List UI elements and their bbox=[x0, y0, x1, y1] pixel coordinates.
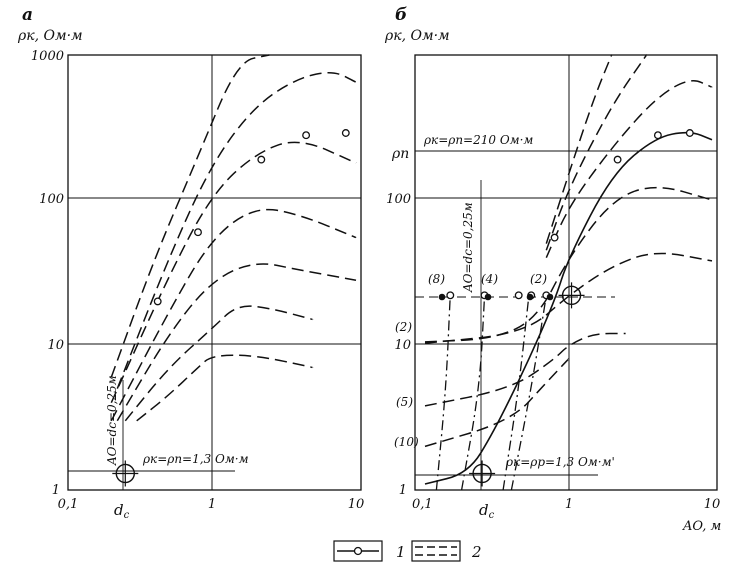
panel-a-ytick-100: 100 bbox=[39, 192, 64, 207]
panel-a-crosshair-marker-0 bbox=[112, 460, 139, 487]
panel-b-xlabel: AO, м bbox=[682, 519, 721, 534]
panel-b-crosshair-marker-1 bbox=[469, 460, 496, 487]
panel-b-bracket-8: (8) bbox=[428, 272, 445, 286]
panel-a-series-2-line bbox=[110, 141, 357, 404]
panel-a-series-1-line bbox=[116, 72, 357, 389]
panel-b: б ρк, Ом·м ρп ρк=ρп=210 Ом·м 100 10 1 0,… bbox=[384, 5, 721, 534]
legend-label-1: 1 bbox=[396, 543, 406, 561]
panel-a-series-0-line bbox=[110, 54, 270, 378]
panel-a-data-point-0 bbox=[153, 297, 162, 306]
panel-b-bracket-4: (4) bbox=[481, 272, 498, 286]
panel-b-data-point-6 bbox=[613, 155, 622, 164]
panel-b-series-8-line bbox=[435, 294, 451, 491]
panel-b-series-3-line bbox=[424, 131, 713, 485]
legend: 1 2 bbox=[333, 540, 482, 562]
panel-b-ylabel: ρк, Ом·м bbox=[384, 28, 450, 44]
panel-a-rho-eq: ρк=ρп=1,3 Ом·м bbox=[142, 452, 249, 466]
panel-a-series bbox=[110, 54, 357, 422]
panel-b-filled-dot-0 bbox=[438, 293, 446, 301]
panel-b-ytick-100: 100 bbox=[386, 192, 411, 207]
panel-a-markers bbox=[112, 460, 139, 487]
panel-a-series-3-line bbox=[110, 208, 357, 422]
panel-b-ao-label: AO=dc=0,25м bbox=[461, 202, 475, 293]
panel-b-curve-2: (2) bbox=[395, 320, 412, 334]
panel-b-rho-p: ρп bbox=[391, 146, 409, 162]
legend-label-2: 2 bbox=[471, 543, 482, 561]
panel-a-ytick-1: 1 bbox=[52, 483, 60, 498]
panel-b-series-5-line bbox=[424, 252, 713, 344]
panel-a-dc-label: dc bbox=[114, 501, 130, 521]
panel-b-markers bbox=[438, 282, 585, 487]
panel-b-filled-dot-1 bbox=[484, 293, 492, 301]
panel-b-filled-dot-3 bbox=[546, 293, 554, 301]
panel-a-series-4-line bbox=[116, 263, 357, 422]
panel-a-data-point-4 bbox=[341, 129, 350, 137]
panel-b-data-point-5 bbox=[550, 233, 559, 242]
panel-b-series-10-line bbox=[502, 295, 530, 491]
panel-a-letter: а bbox=[22, 5, 33, 25]
panel-b-series-6-line bbox=[424, 332, 626, 407]
panel-a-xtick-1: 1 bbox=[208, 497, 216, 512]
panel-b-data-point-2 bbox=[514, 291, 523, 300]
panel-b-frame bbox=[414, 54, 718, 491]
panel-a-data-point-2 bbox=[257, 155, 266, 164]
panel-b-series-9-line bbox=[460, 294, 486, 491]
panel-b-series-11-line bbox=[510, 294, 547, 491]
panel-b-curve-10: (10) bbox=[394, 435, 419, 449]
panel-b-series-4-line bbox=[424, 186, 713, 343]
panel-a-ytick-10: 10 bbox=[47, 338, 64, 353]
panel-b-series-0-line bbox=[545, 54, 613, 244]
panel-b-rho-eq-bottom: ρк=ρр=1,3 Ом·м' bbox=[505, 455, 615, 469]
panel-b-data-point-0 bbox=[446, 291, 455, 300]
panel-b-letter: б bbox=[395, 5, 407, 25]
panel-b-series bbox=[424, 54, 713, 491]
panel-b-curve-5: (5) bbox=[396, 395, 413, 409]
panel-a-data-point-3 bbox=[302, 131, 311, 140]
panel-a-frame bbox=[67, 54, 362, 491]
panel-b-bracket-2: (2) bbox=[530, 272, 547, 286]
panel-b-data-point-7 bbox=[653, 131, 662, 140]
panel-a: а ρк, Ом·м 1000 100 10 1 0,1 1 10 dc ρк=… bbox=[17, 5, 364, 521]
panel-a-xtick-10: 10 bbox=[348, 497, 365, 512]
legend-box-2 bbox=[411, 540, 461, 562]
panel-a-series-5-line bbox=[124, 305, 314, 422]
panel-a-data-point-1 bbox=[194, 228, 202, 237]
panel-a-ylabel: ρк, Ом·м bbox=[17, 28, 83, 44]
panel-b-data-point-8 bbox=[685, 129, 694, 137]
panel-b-series-1-line bbox=[545, 54, 648, 251]
panel-b-series-2-line bbox=[545, 80, 713, 258]
panel-b-xtick-10: 10 bbox=[704, 497, 721, 512]
panel-b-crosshair-marker-0 bbox=[558, 282, 585, 309]
panel-a-xtick-0-1: 0,1 bbox=[58, 497, 79, 512]
panel-b-series-7-line bbox=[424, 358, 570, 448]
legend-box-1 bbox=[333, 540, 383, 562]
panel-b-xtick-1: 1 bbox=[565, 497, 573, 512]
panel-b-xtick-0-1: 0,1 bbox=[412, 497, 433, 512]
panel-b-filled-dot-2 bbox=[526, 293, 534, 301]
panel-a-series-6-line bbox=[136, 354, 314, 422]
panel-b-dc-label: dc bbox=[479, 501, 495, 521]
panel-b-rho-eq-top: ρк=ρп=210 Ом·м bbox=[423, 133, 533, 147]
panel-a-ytick-1000: 1000 bbox=[31, 49, 64, 64]
legend-marker-1 bbox=[353, 546, 363, 556]
panel-b-ytick-1: 1 bbox=[399, 483, 407, 498]
panel-b-ytick-10: 10 bbox=[394, 338, 411, 353]
